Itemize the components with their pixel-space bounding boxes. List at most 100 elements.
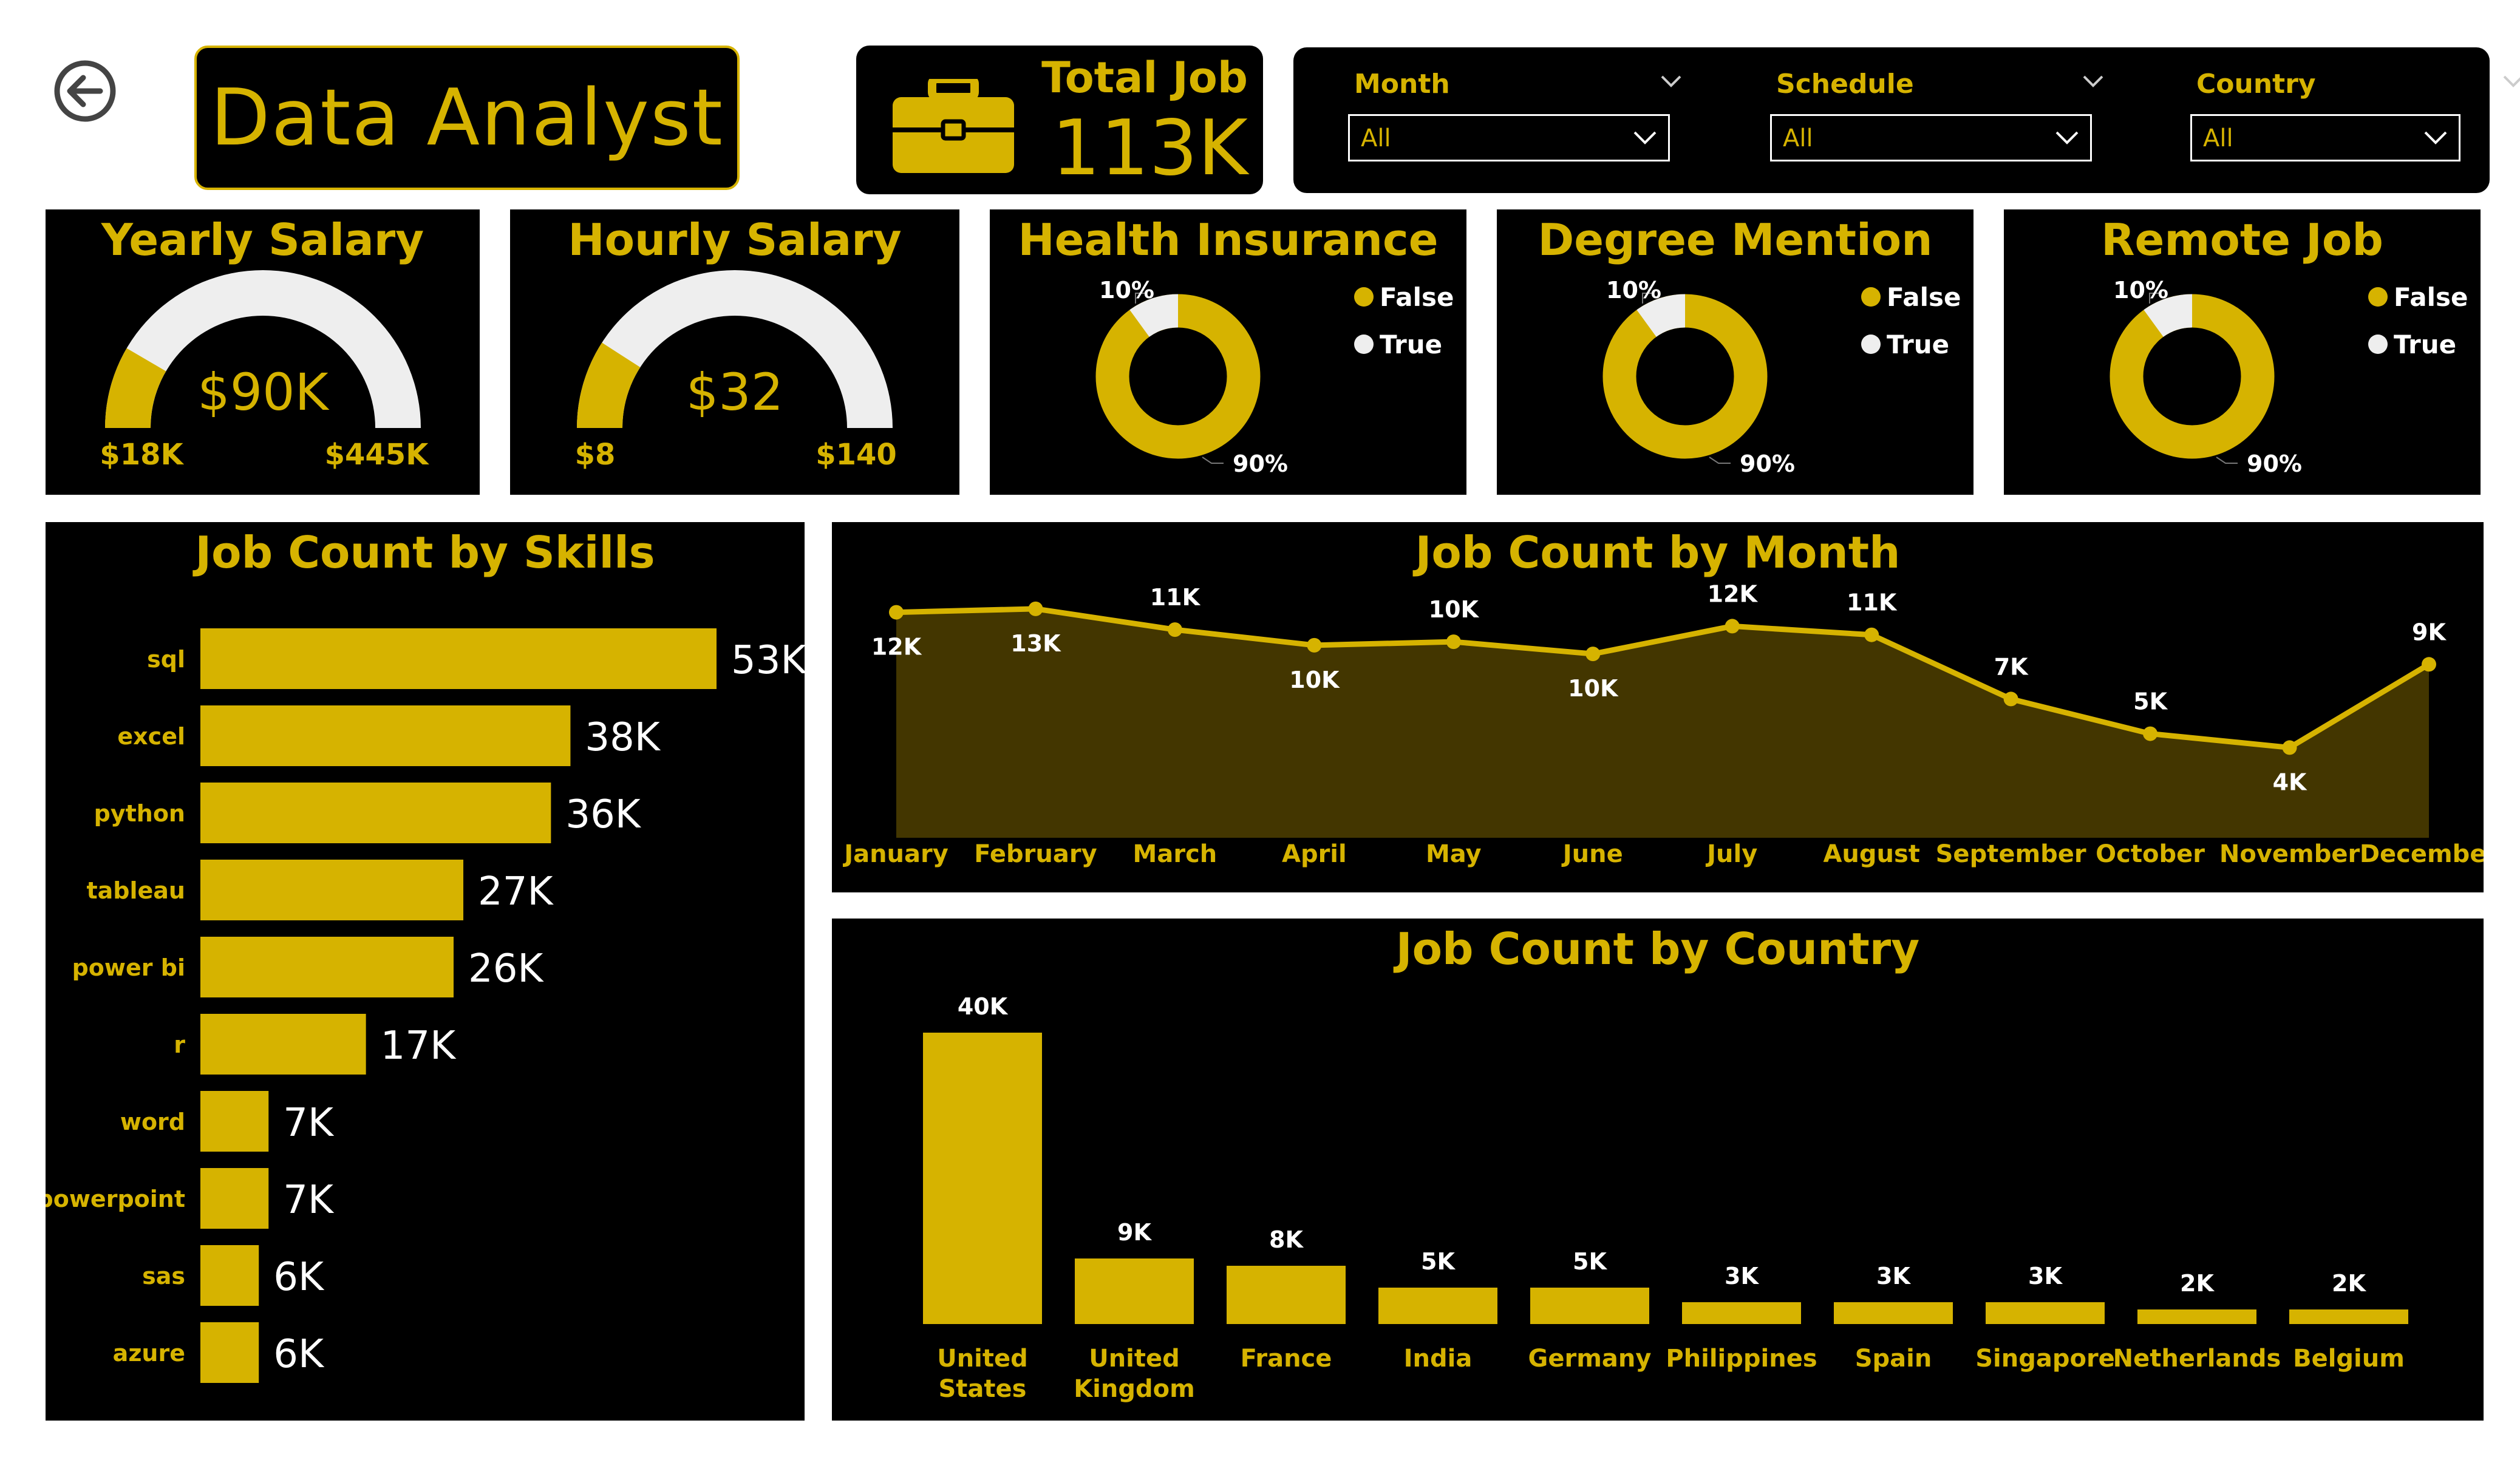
area-fill xyxy=(896,608,2429,838)
tick-label: November xyxy=(2219,840,2360,868)
degree-mention-donut: 10% 90% xyxy=(1602,277,1795,477)
bar-sql xyxy=(200,628,717,689)
tick-label: October xyxy=(2096,840,2205,868)
value-label: 27K xyxy=(478,869,554,914)
bar-Philippines xyxy=(1682,1302,1801,1324)
schedule-filter-label: Schedule xyxy=(1776,69,1914,100)
data-point xyxy=(1725,619,1740,634)
chevron-down-icon[interactable] xyxy=(2502,75,2520,88)
tick-label: Singapore xyxy=(1975,1345,2115,1373)
value-label: 2K xyxy=(2180,1270,2215,1297)
donut-true-label: 10% xyxy=(1606,277,1661,304)
data-label: 12K xyxy=(1708,580,1759,607)
tick-label: August xyxy=(1823,840,1919,868)
chevron-down-icon[interactable] xyxy=(2082,75,2104,88)
back-arrow-icon[interactable] xyxy=(52,58,118,124)
tick-label: Belgium xyxy=(2293,1345,2405,1373)
country-bar-chart: 40KUnitedStates9KUnitedKingdom8KFrance5K… xyxy=(923,993,2408,1403)
data-point xyxy=(889,605,904,620)
yearly-salary-card: Yearly Salary $90K $18K $445K xyxy=(46,209,480,495)
month-chart-title: Job Count by Month xyxy=(1415,527,1901,578)
chevron-down-icon[interactable] xyxy=(1660,75,1682,88)
skills-chart-panel: Job Count by Skills sql 53K excel 38K python… xyxy=(46,522,805,1421)
remote-job-title: Remote Job xyxy=(2101,214,2383,265)
gauge-value-label: $32 xyxy=(686,362,783,422)
donut-true-label: 10% xyxy=(1099,277,1154,304)
donut-false-slice xyxy=(2110,294,2275,459)
bar-India xyxy=(1378,1288,1497,1324)
legend-item-true[interactable]: True xyxy=(1354,321,1454,368)
country-chart-panel: Job Count by Country 40K United States 9K Un… xyxy=(832,919,2484,1421)
skills-chart-title: Job Count by Skills xyxy=(195,527,655,578)
gauge-track xyxy=(577,270,893,428)
tick-label: December xyxy=(2360,840,2484,868)
tick-label: India xyxy=(1404,1345,1473,1373)
tick-label: February xyxy=(974,840,1097,868)
country-filter: Country All xyxy=(2190,59,2520,181)
legend-label: False xyxy=(1887,282,1961,312)
data-label: 10K xyxy=(1568,675,1619,702)
value-label: 6K xyxy=(273,1255,325,1300)
month-select[interactable]: All xyxy=(1348,114,1670,161)
schedule-select[interactable]: All xyxy=(1770,114,2092,161)
legend-item-true[interactable]: True xyxy=(2368,321,2468,368)
tick-label: January xyxy=(842,840,948,868)
data-label: 9K xyxy=(2412,619,2447,645)
legend-item-false[interactable]: False xyxy=(2368,273,2468,321)
bar-Singapore xyxy=(1986,1302,2105,1324)
gauge-value-label: $90K xyxy=(197,362,329,422)
data-point xyxy=(1028,601,1043,616)
value-label: 53K xyxy=(731,638,805,683)
legend-item-false[interactable]: False xyxy=(1861,273,1961,321)
chevron-down-icon xyxy=(2424,131,2447,144)
donut-false-slice xyxy=(1095,294,1261,459)
page-title: Data Analyst xyxy=(210,72,724,163)
value-label: 36K xyxy=(565,792,641,837)
value-label: 2K xyxy=(2332,1270,2366,1297)
legend-item-false[interactable]: False xyxy=(1354,273,1454,321)
schedule-select-value: All xyxy=(1783,124,1813,152)
country-filter-label: Country xyxy=(2196,69,2316,100)
briefcase-icon xyxy=(893,79,1014,173)
data-label: 10K xyxy=(1289,667,1340,693)
tick-label: April xyxy=(1282,840,1347,868)
yearly-salary-title: Yearly Salary xyxy=(101,214,424,265)
gauge-value-arc xyxy=(577,342,641,428)
legend-label: False xyxy=(1380,282,1454,312)
donut-false-label: 90% xyxy=(1740,450,1795,477)
data-label: 13K xyxy=(1010,630,1061,657)
month-area-chart: 12K January 13K February 11K March 10K April 10K… xyxy=(842,580,2484,868)
category-label: sql xyxy=(147,646,185,673)
data-point xyxy=(1585,647,1601,662)
tick-label: States xyxy=(939,1375,1027,1403)
legend-item-true[interactable]: True xyxy=(1861,321,1961,368)
category-label: sas xyxy=(142,1263,185,1289)
data-label: 11K xyxy=(1150,584,1201,611)
gauge-min-label: $18K xyxy=(100,438,184,472)
data-point xyxy=(1864,627,1879,642)
tick-label: United xyxy=(1089,1345,1180,1373)
total-job-value: 113K xyxy=(1051,103,1248,192)
health-insurance-card: Health Insurance 10% 90% False True xyxy=(990,209,1466,495)
tick-label: France xyxy=(1241,1345,1332,1373)
category-label: tableau xyxy=(86,877,185,904)
schedule-filter: Schedule All xyxy=(1770,59,2110,181)
bar-tableau xyxy=(200,860,464,920)
tick-label: Kingdom xyxy=(1074,1375,1195,1403)
bar-Spain xyxy=(1834,1302,1953,1324)
degree-mention-legend: False True xyxy=(1861,273,1961,368)
tick-label: Spain xyxy=(1855,1345,1932,1373)
gauge-min-label: $8 xyxy=(575,438,616,472)
tick-label: June xyxy=(1561,840,1623,868)
yearly-salary-gauge: $90K $18K $445K xyxy=(100,270,429,472)
donut-true-label: 10% xyxy=(2113,277,2168,304)
category-label: python xyxy=(94,800,185,827)
month-filter-label: Month xyxy=(1354,69,1450,100)
data-label: 4K xyxy=(2273,769,2307,795)
data-point xyxy=(2422,657,2436,672)
value-label: 9K xyxy=(1117,1219,1152,1246)
data-label: 5K xyxy=(2133,688,2168,715)
bar-United-States xyxy=(923,1033,1042,1324)
country-select[interactable]: All xyxy=(2190,114,2460,161)
month-filter: Month All xyxy=(1348,59,1688,181)
